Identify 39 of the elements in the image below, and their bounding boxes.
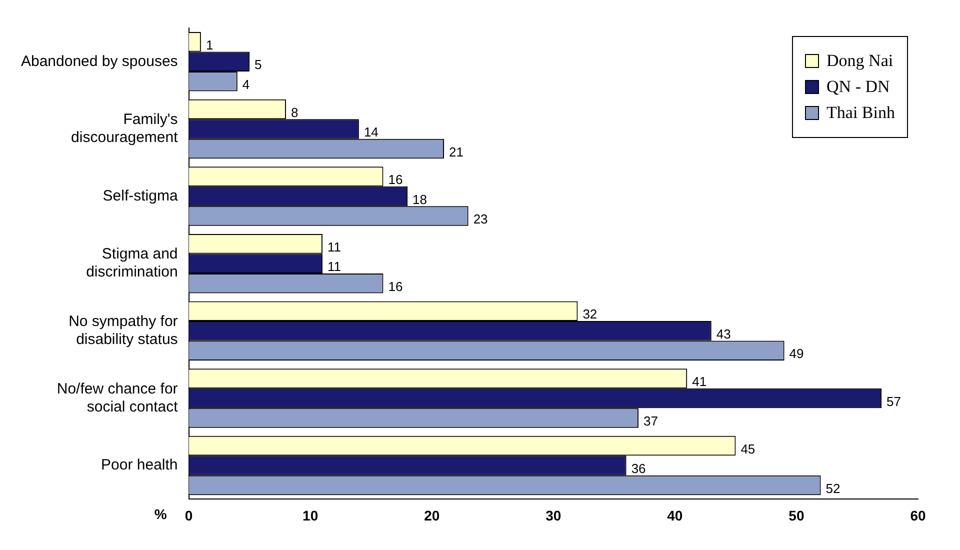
x-tick-label: 0: [184, 507, 193, 524]
data-label: 45: [740, 441, 756, 456]
data-label: 8: [291, 104, 298, 120]
data-label: 14: [364, 124, 378, 140]
data-label: 16: [388, 278, 403, 294]
data-label: 32: [582, 306, 598, 322]
y-tick-label: Family's discouragement: [71, 111, 179, 146]
x-axis-title: %: [154, 506, 168, 522]
y-tick-label: No sympathy for disability status: [68, 313, 178, 348]
data-label: 52: [826, 480, 840, 496]
data-label: 57: [886, 394, 902, 409]
y-tick-label: No/few chance for social contact: [56, 380, 179, 416]
data-label: 43: [716, 326, 731, 342]
legend-label: Dong Nai: [826, 51, 894, 71]
x-tick-label: 10: [302, 507, 318, 524]
data-label: 41: [692, 374, 707, 390]
data-label: 5: [254, 57, 262, 72]
data-label: 1: [206, 37, 214, 52]
data-label: 21: [449, 144, 464, 160]
legend-label: QN - DN: [826, 77, 890, 97]
data-label: 11: [327, 239, 341, 254]
data-label: 4: [242, 76, 250, 92]
y-tick-label: Stigma and discrimination: [86, 246, 178, 281]
x-tick-label: 50: [788, 507, 804, 524]
data-label: 18: [412, 192, 428, 207]
data-label: 16: [388, 172, 403, 188]
y-tick-label: Poor health: [101, 456, 178, 474]
data-label: 36: [631, 461, 646, 476]
x-tick-label: 30: [546, 507, 562, 524]
x-tick-label: 20: [424, 507, 440, 524]
data-label: 49: [789, 346, 804, 362]
y-tick-label: Abandoned by spouses: [20, 52, 178, 70]
y-tick-label: Self-stigma: [102, 187, 178, 204]
legend-label: Thai Binh: [826, 103, 895, 123]
x-tick-label: 40: [667, 507, 683, 524]
data-label: 37: [643, 414, 658, 429]
data-label: 11: [327, 259, 341, 274]
x-tick-label: 60: [910, 507, 926, 524]
data-label: 23: [473, 212, 488, 227]
